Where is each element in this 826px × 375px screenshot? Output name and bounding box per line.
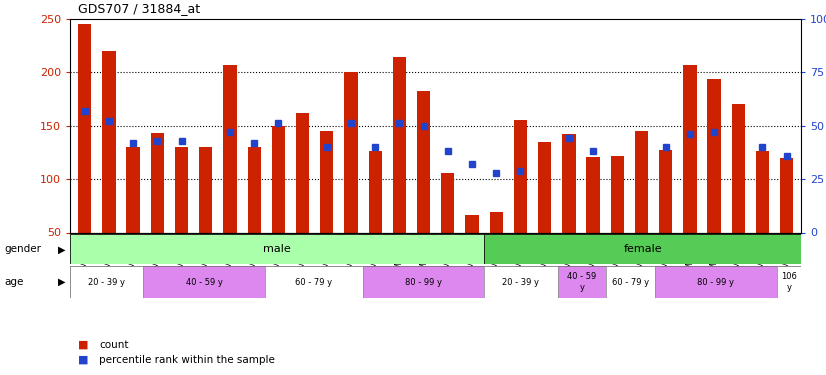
Text: female: female: [624, 244, 662, 254]
Text: ■: ■: [78, 355, 89, 365]
Bar: [606, 266, 655, 298]
Bar: [344, 72, 358, 232]
Bar: [514, 120, 527, 232]
Bar: [126, 147, 140, 232]
Text: 60 - 79 y: 60 - 79 y: [612, 278, 649, 287]
Bar: [610, 156, 624, 232]
Text: gender: gender: [4, 244, 41, 254]
Text: age: age: [4, 277, 23, 287]
Text: 80 - 99 y: 80 - 99 y: [697, 278, 734, 287]
Text: 60 - 79 y: 60 - 79 y: [296, 278, 332, 287]
Bar: [538, 142, 551, 232]
Text: male: male: [263, 244, 292, 254]
Bar: [635, 131, 648, 232]
Bar: [732, 104, 745, 232]
Bar: [368, 151, 382, 232]
Text: 40 - 59
y: 40 - 59 y: [567, 273, 596, 292]
Bar: [363, 266, 485, 298]
Bar: [199, 147, 212, 232]
Bar: [485, 266, 558, 298]
Text: ▶: ▶: [58, 277, 65, 287]
Bar: [655, 266, 777, 298]
Text: ■: ■: [78, 340, 89, 350]
Bar: [707, 79, 721, 232]
Bar: [78, 24, 92, 233]
Bar: [485, 234, 801, 264]
Text: ▶: ▶: [58, 244, 65, 254]
Bar: [756, 151, 769, 232]
Text: GDS707 / 31884_at: GDS707 / 31884_at: [78, 2, 201, 15]
Bar: [563, 134, 576, 232]
Bar: [777, 266, 801, 298]
Bar: [465, 215, 479, 232]
Bar: [490, 212, 503, 232]
Bar: [558, 266, 606, 298]
Bar: [265, 266, 363, 298]
Text: 106
y: 106 y: [781, 273, 797, 292]
Bar: [683, 65, 696, 232]
Bar: [272, 126, 285, 232]
Bar: [175, 147, 188, 232]
Text: 20 - 39 y: 20 - 39 y: [502, 278, 539, 287]
Bar: [150, 133, 164, 232]
Text: 80 - 99 y: 80 - 99 y: [405, 278, 442, 287]
Bar: [441, 172, 454, 232]
Bar: [659, 150, 672, 232]
Bar: [70, 266, 144, 298]
Bar: [320, 131, 334, 232]
Bar: [586, 157, 600, 232]
Text: count: count: [99, 340, 129, 350]
Bar: [417, 92, 430, 232]
Bar: [780, 158, 793, 232]
Text: percentile rank within the sample: percentile rank within the sample: [99, 355, 275, 365]
Bar: [392, 57, 406, 232]
Text: 20 - 39 y: 20 - 39 y: [88, 278, 126, 287]
Bar: [70, 234, 485, 264]
Bar: [248, 147, 261, 232]
Bar: [102, 51, 116, 232]
Bar: [223, 65, 236, 232]
Text: 40 - 59 y: 40 - 59 y: [186, 278, 223, 287]
Bar: [144, 266, 265, 298]
Bar: [296, 113, 309, 232]
